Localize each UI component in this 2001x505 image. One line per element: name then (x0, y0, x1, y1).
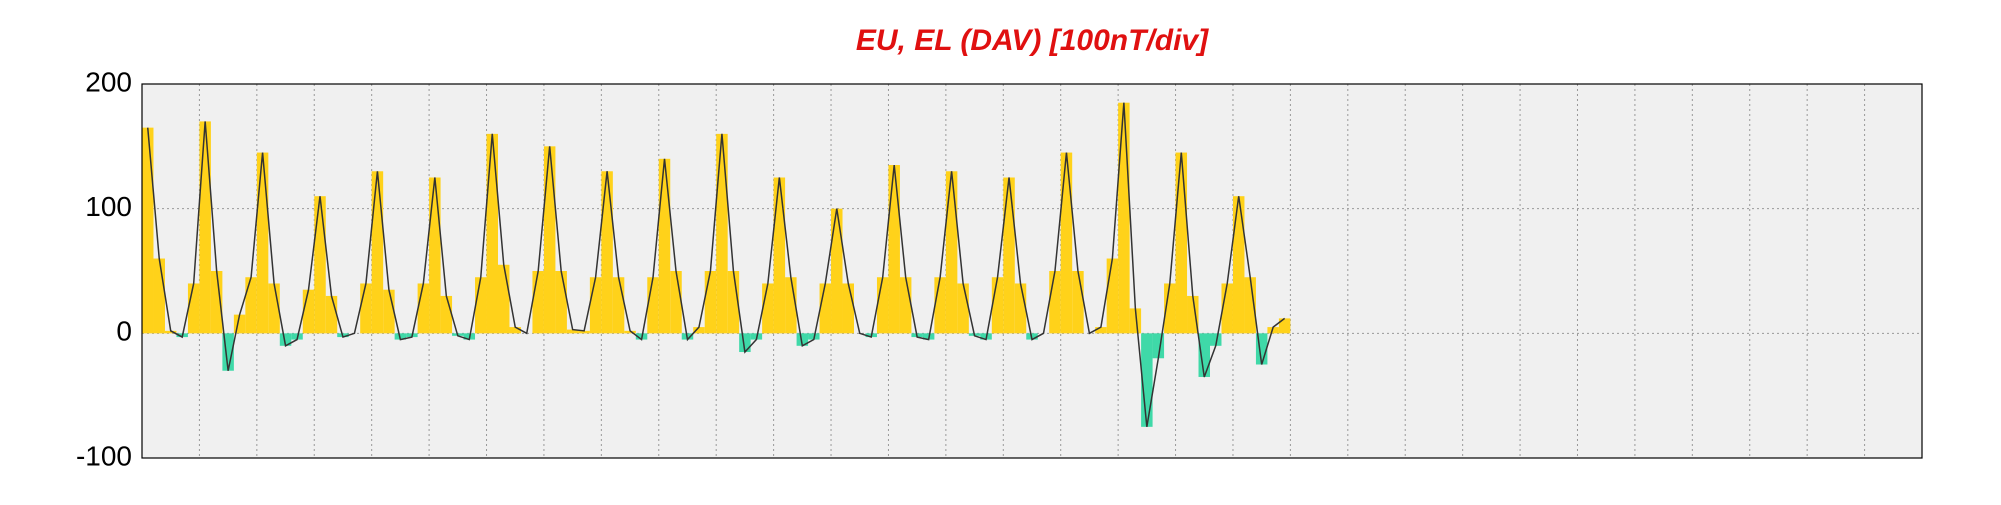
value-bar (1118, 102, 1130, 334)
value-bar (762, 283, 774, 334)
value-bar (1267, 327, 1279, 334)
value-bar (1014, 283, 1027, 334)
value-bar (785, 277, 797, 334)
value-bar (589, 277, 602, 334)
value-bar (624, 330, 636, 334)
value-bar (325, 295, 338, 334)
value-bar (773, 177, 786, 334)
value-bar (601, 171, 613, 334)
value-bar (302, 289, 315, 334)
value-bar (1095, 327, 1107, 334)
value-bar (1221, 283, 1233, 334)
value-bar (796, 333, 809, 346)
value-bar (831, 208, 843, 334)
y-tick-label: 100 (85, 191, 132, 222)
value-bar (509, 327, 521, 334)
value-bar (1210, 333, 1222, 346)
value-bar (1049, 271, 1061, 334)
value-bar (555, 271, 567, 334)
value-bar (945, 171, 958, 334)
value-bar (153, 258, 165, 334)
y-tick-label: -100 (76, 440, 132, 471)
value-bar (210, 271, 223, 334)
value-bar (739, 333, 751, 353)
value-bar (440, 295, 453, 334)
value-bar (1060, 152, 1073, 334)
value-bar (1244, 277, 1256, 334)
y-tick-label: 200 (85, 66, 132, 97)
value-bar (256, 152, 269, 334)
value-bar (429, 177, 441, 334)
value-bar (371, 171, 384, 334)
plot-background (142, 84, 1922, 458)
value-bar (716, 133, 728, 334)
value-bar (842, 283, 854, 334)
value-bar (417, 283, 430, 334)
plot-frame (141, 83, 1923, 459)
value-bar (1072, 271, 1084, 334)
chart-title: EU, EL (DAV) [100nT/div] (856, 24, 1209, 57)
value-bar (934, 277, 946, 334)
value-bar (991, 277, 1004, 334)
value-bar (486, 133, 498, 334)
value-bar (566, 329, 579, 334)
value-bar (1164, 283, 1176, 334)
value-bar (199, 121, 211, 334)
value-bar (1175, 152, 1188, 334)
value-bar (233, 314, 246, 334)
value-bar (222, 333, 234, 371)
value-bar (1003, 177, 1015, 334)
value-bar (187, 283, 200, 334)
value-bar (245, 277, 257, 334)
value-bar (268, 283, 280, 334)
value-bar (1187, 295, 1199, 334)
value-bar (819, 283, 832, 334)
value-bar (1106, 258, 1119, 334)
value-bar (314, 196, 326, 334)
trace-line (146, 102, 1286, 427)
value-bar (888, 165, 900, 334)
value-bar (658, 158, 671, 334)
value-bar (612, 277, 625, 334)
value-bar (578, 330, 590, 334)
value-bar (727, 271, 740, 334)
value-bar (532, 271, 544, 334)
value-bar (693, 327, 705, 334)
y-tick-label: 0 (116, 316, 132, 347)
value-bar (876, 277, 889, 334)
value-bar (1255, 333, 1268, 365)
value-bar (670, 271, 682, 334)
value-bar (360, 283, 372, 334)
value-bar (1232, 196, 1245, 334)
value-bar (957, 283, 969, 334)
value-bar (142, 127, 154, 334)
value-bar (1129, 308, 1142, 334)
value-bar (498, 264, 510, 334)
value-bar (704, 271, 717, 334)
value-bar (1278, 318, 1291, 334)
value-bar (383, 289, 395, 334)
value-bar (279, 333, 292, 346)
value-bar (1198, 333, 1210, 377)
value-bar (899, 277, 912, 334)
value-bar (543, 146, 556, 334)
value-bar (164, 330, 177, 334)
value-bar (1152, 333, 1165, 359)
value-bar (475, 277, 487, 334)
value-bar (647, 277, 659, 334)
value-bar (1141, 333, 1153, 427)
